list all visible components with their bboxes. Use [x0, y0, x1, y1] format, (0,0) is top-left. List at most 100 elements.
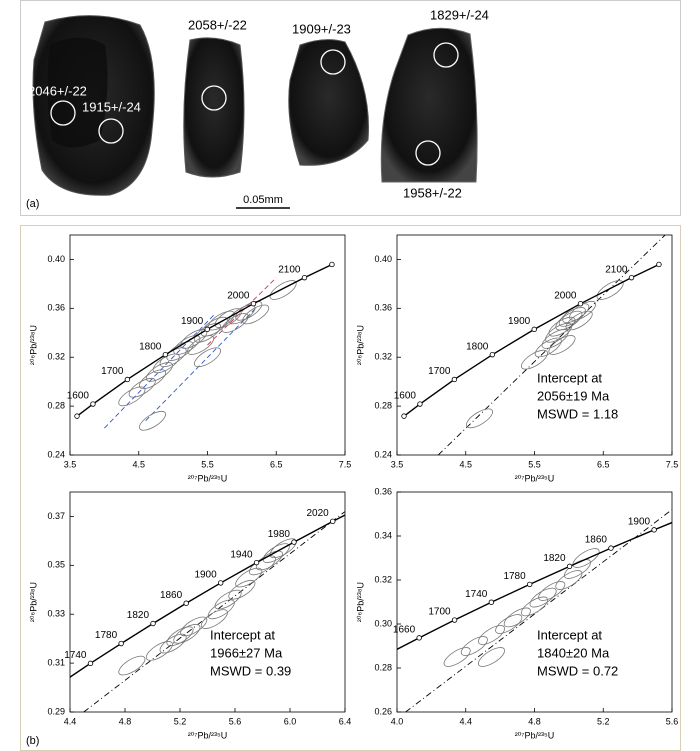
concordia-point: [401, 413, 407, 419]
x-tick-label: 6.5: [270, 459, 283, 469]
error-ellipse: [166, 626, 194, 647]
spot-circle: [320, 49, 346, 75]
zircon: [288, 39, 369, 166]
y-tick-label: 0.32: [374, 352, 392, 362]
age-label: 1700: [101, 366, 124, 377]
error-ellipse: [242, 304, 270, 325]
error-ellipse: [118, 655, 146, 676]
chart: 4.4 4.8 5.2 5.6 6.0 6.4 0.29 0.31 0.33 0.35 0.37 ²⁰…: [28, 491, 351, 740]
age-label: 1800: [466, 341, 489, 352]
concordia-point: [217, 580, 224, 586]
concordia-point: [150, 620, 156, 627]
age-label: 1900: [194, 570, 217, 581]
x-tick-label: 4.4: [64, 716, 77, 726]
concordia-point: [451, 617, 458, 623]
y-tick-label: 0.36: [374, 486, 392, 496]
concordia-point: [90, 401, 96, 407]
error-ellipse: [214, 589, 242, 610]
annotation: 1966±27 Ma: [210, 645, 283, 660]
plot-area: [401, 235, 666, 455]
error-ellipse: [541, 329, 569, 349]
error-ellipse: [187, 335, 215, 355]
age-label: 2000: [554, 290, 577, 301]
x-tick-label: 5.5: [201, 459, 214, 469]
age-label: 1820: [127, 610, 150, 621]
x-tick-label: 6.5: [597, 459, 610, 469]
x-tick-label: 7.5: [666, 459, 679, 469]
x-tick-label: 5.2: [597, 716, 610, 726]
error-ellipse: [443, 647, 471, 667]
concordia-point: [489, 351, 496, 358]
error-ellipse: [228, 579, 256, 600]
spot-age: 2046+/-22: [28, 83, 87, 98]
x-tick-label: 5.5: [528, 459, 541, 469]
concordia-curve: [76, 263, 333, 417]
discordia-line: [104, 314, 215, 429]
x-tick-label: 3.5: [391, 459, 404, 469]
discordia-line: [437, 235, 666, 455]
age-label: 1740: [465, 589, 488, 600]
annotation: Intercept at: [537, 370, 602, 385]
annotation: Intercept at: [210, 627, 275, 642]
spot-circle: [433, 42, 459, 68]
error-ellipse: [529, 587, 557, 608]
y-axis-title: ²⁰⁶Pb/²³⁸U: [28, 582, 38, 622]
age-label: 1600: [67, 391, 90, 402]
annotation: 2056±19 Ma: [537, 388, 610, 403]
concordia-point: [253, 559, 260, 566]
age-label: 1940: [230, 549, 253, 560]
x-tick-label: 5.6: [229, 716, 242, 726]
chart: 3.5 4.5 5.5 6.5 7.5 0.24 0.28 0.32 0.36 0.40 ²⁰⁷Pb…: [355, 234, 679, 483]
annotation: 1840±20 Ma: [537, 645, 610, 660]
concordia-point: [118, 640, 124, 647]
error-ellipse: [520, 596, 549, 617]
spot-age: 2058+/-22: [188, 17, 247, 32]
age-label: 2100: [278, 264, 301, 275]
x-tick-label: 5.2: [174, 716, 187, 726]
error-ellipse: [460, 636, 488, 656]
age-label: 1700: [428, 607, 451, 618]
error-ellipse: [548, 335, 576, 355]
error-ellipse: [465, 408, 494, 429]
y-tick-label: 0.24: [47, 449, 65, 459]
x-tick-label: 4.4: [459, 716, 472, 726]
error-ellipse: [565, 310, 593, 331]
concordia-point: [87, 660, 94, 667]
concordia-point: [183, 600, 189, 606]
y-tick-label: 0.33: [47, 609, 65, 619]
x-tick-label: 6.0: [284, 716, 297, 726]
error-ellipse: [520, 349, 549, 370]
y-tick-label: 0.28: [374, 662, 392, 672]
y-tick-label: 0.34: [374, 530, 392, 540]
zircon: [380, 27, 478, 183]
concordia-point: [656, 261, 662, 268]
annotation: Intercept at: [537, 627, 602, 642]
age-label: 1780: [95, 630, 118, 641]
discordia-line: [83, 511, 345, 712]
error-ellipse: [173, 623, 201, 644]
y-tick-label: 0.28: [47, 400, 65, 410]
y-tick-label: 0.36: [374, 303, 392, 313]
age-label: 1660: [393, 625, 416, 636]
age-label: 1820: [543, 553, 566, 564]
spot-age: 1915+/-24: [82, 99, 141, 114]
plot-area: [74, 261, 335, 431]
y-tick-label: 0.32: [374, 574, 392, 584]
age-label: 1900: [181, 316, 204, 327]
age-label: 1900: [628, 516, 651, 527]
error-ellipse: [538, 581, 566, 601]
concordia-curve: [70, 514, 345, 678]
concordia-point: [417, 401, 423, 407]
error-ellipse: [255, 550, 283, 571]
error-ellipse: [207, 599, 235, 620]
age-label: 1860: [585, 535, 608, 546]
discordia-line: [207, 277, 277, 346]
discordia-line: [405, 509, 672, 712]
error-ellipse: [534, 337, 562, 358]
concordia-point: [488, 599, 495, 605]
error-ellipse: [558, 307, 586, 327]
plot-frame: [69, 491, 346, 713]
x-axis-title: ²⁰⁷Pb/²³⁵U: [515, 730, 555, 740]
age-label: 1780: [503, 571, 526, 582]
x-tick-label: 4.5: [459, 459, 472, 469]
